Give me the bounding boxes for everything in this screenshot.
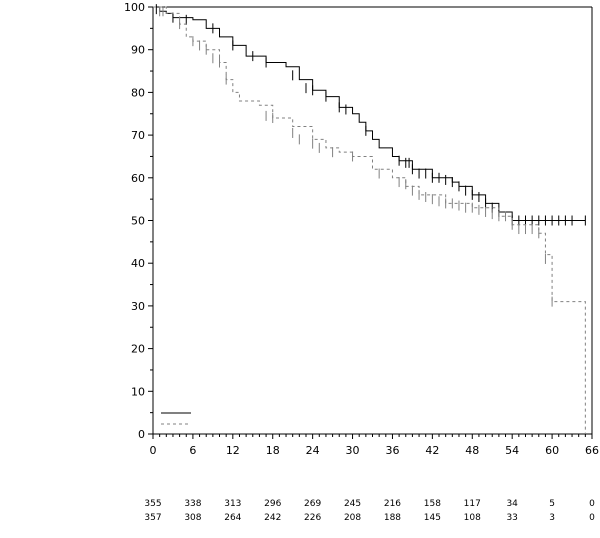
y-tick-label: 30 — [131, 300, 145, 313]
risk-count: 145 — [424, 513, 441, 523]
risk-count: 188 — [384, 513, 401, 523]
y-tick-label: 50 — [131, 215, 145, 228]
risk-count: 357 — [144, 513, 161, 523]
risk-count: 269 — [304, 499, 321, 509]
risk-count: 34 — [506, 499, 518, 509]
y-tick-label: 100 — [124, 1, 145, 14]
x-tick-label: 48 — [465, 444, 479, 457]
x-tick-label: 66 — [585, 444, 599, 457]
risk-count: 216 — [384, 499, 401, 509]
risk-count: 208 — [344, 513, 361, 523]
y-axis: 0 10 20 30 40 50 60 70 80 90 100 — [124, 1, 154, 441]
risk-count: 226 — [304, 513, 321, 523]
x-tick-label: 54 — [505, 444, 519, 457]
y-tick-label: 10 — [131, 385, 145, 398]
risk-count: 108 — [464, 513, 481, 523]
risk-table: 355 338 313 296 269 245 216 158 117 34 5 0 357 308 264… — [144, 499, 595, 523]
x-tick-label: 12 — [226, 444, 240, 457]
y-tick-label: 0 — [138, 428, 145, 441]
risk-count: 264 — [224, 513, 241, 523]
risk-count: 296 — [264, 499, 281, 509]
risk-count: 338 — [184, 499, 201, 509]
survival-line-group-1 — [153, 6, 586, 221]
risk-count: 158 — [424, 499, 441, 509]
x-tick-label: 6 — [189, 444, 196, 457]
survival-line-group-2 — [153, 6, 586, 434]
risk-count: 355 — [144, 499, 161, 509]
risk-count: 0 — [589, 513, 595, 523]
survival-curves — [153, 4, 586, 434]
x-axis: 0 6 12 18 24 30 36 42 48 54 60 66 — [150, 433, 599, 457]
x-tick-label: 42 — [425, 444, 439, 457]
risk-count: 33 — [506, 513, 517, 523]
risk-count: 3 — [549, 513, 555, 523]
y-tick-label: 70 — [131, 129, 145, 142]
risk-count: 117 — [464, 499, 481, 509]
y-tick-label: 40 — [131, 257, 145, 270]
y-tick-label: 20 — [131, 343, 145, 356]
risk-count: 242 — [264, 513, 281, 523]
y-tick-label: 80 — [131, 86, 145, 99]
x-tick-label: 30 — [346, 444, 360, 457]
x-tick-label: 18 — [266, 444, 280, 457]
risk-count: 0 — [589, 499, 595, 509]
x-tick-label: 24 — [306, 444, 320, 457]
x-tick-label: 0 — [150, 444, 157, 457]
risk-count: 5 — [549, 499, 555, 509]
legend — [161, 412, 191, 425]
risk-count: 313 — [224, 499, 241, 509]
risk-count: 245 — [344, 499, 361, 509]
x-tick-label: 60 — [545, 444, 559, 457]
y-tick-label: 90 — [131, 44, 145, 57]
risk-count: 308 — [184, 513, 201, 523]
y-tick-label: 60 — [131, 172, 145, 185]
x-tick-label: 36 — [385, 444, 399, 457]
